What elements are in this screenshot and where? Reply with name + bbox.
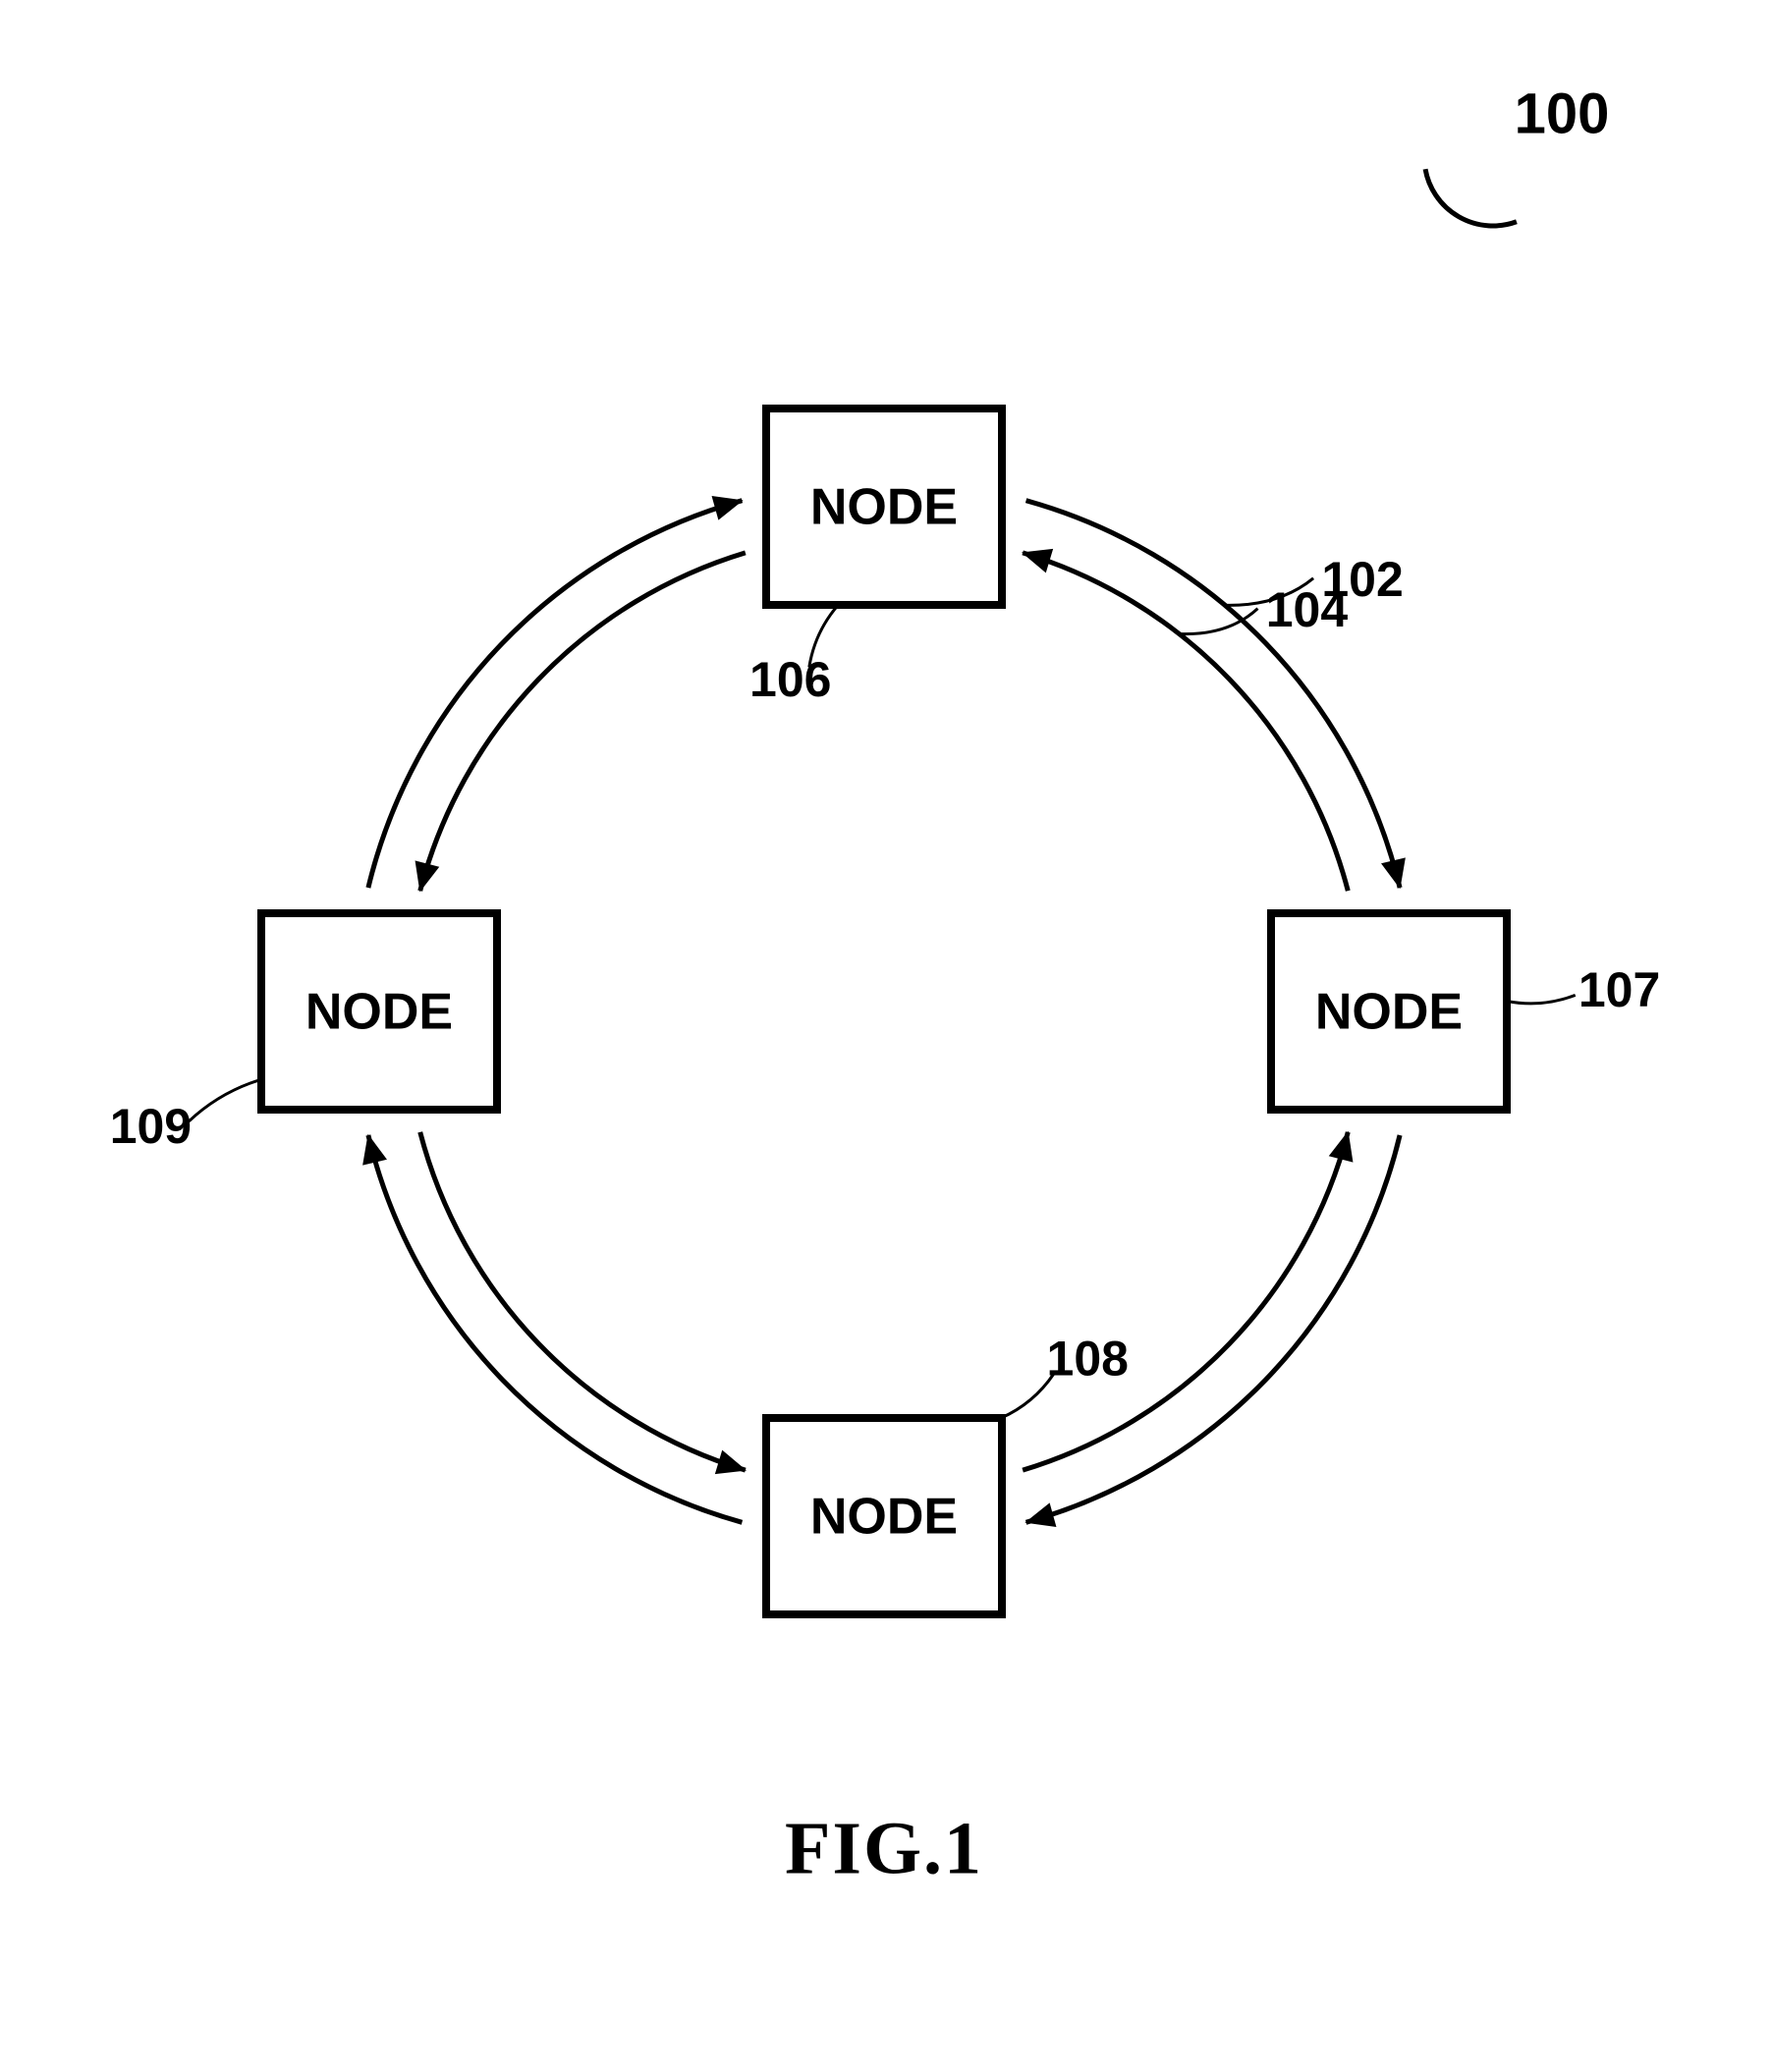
diagram-stage: NODENODENODENODE106107108109102104100FIG…: [0, 0, 1772, 2072]
node-label-top: NODE: [810, 479, 958, 536]
ref-label-ring-inner: 104: [1266, 582, 1349, 637]
ref-label-left: 109: [110, 1099, 192, 1154]
arrowhead-icon: [415, 861, 438, 891]
arrowhead-icon: [1382, 858, 1405, 888]
arrowhead-icon: [1026, 1503, 1056, 1526]
arrowhead-icon: [716, 1451, 746, 1474]
ref-label-top: 106: [749, 652, 831, 707]
arrowhead-icon: [712, 497, 742, 519]
ref-leader-left: [189, 1079, 261, 1121]
ring-outer-segment: [368, 501, 743, 888]
arrowhead-icon: [1023, 549, 1052, 572]
ring-outer-segment: [368, 1135, 743, 1522]
node-label-left: NODE: [305, 984, 453, 1041]
diagram-svg: NODENODENODENODE106107108109102104100FIG…: [0, 0, 1772, 2072]
ref-label-bottom: 108: [1047, 1332, 1129, 1387]
node-label-bottom: NODE: [810, 1489, 958, 1546]
arrowhead-icon: [1330, 1132, 1353, 1162]
ring-outer-segment: [1026, 1135, 1401, 1522]
figure-caption: FIG.1: [785, 1807, 983, 1889]
ring-inner-segment: [420, 1132, 746, 1470]
ref-label-right: 107: [1578, 962, 1660, 1017]
ring-inner-segment: [420, 553, 746, 891]
figure-ref-hook: [1425, 169, 1517, 226]
ref-leader-right: [1507, 995, 1576, 1003]
figure-ref-label: 100: [1515, 82, 1610, 145]
ring-inner-segment: [1023, 1132, 1348, 1470]
node-label-right: NODE: [1315, 984, 1463, 1041]
arrowhead-icon: [363, 1135, 386, 1165]
